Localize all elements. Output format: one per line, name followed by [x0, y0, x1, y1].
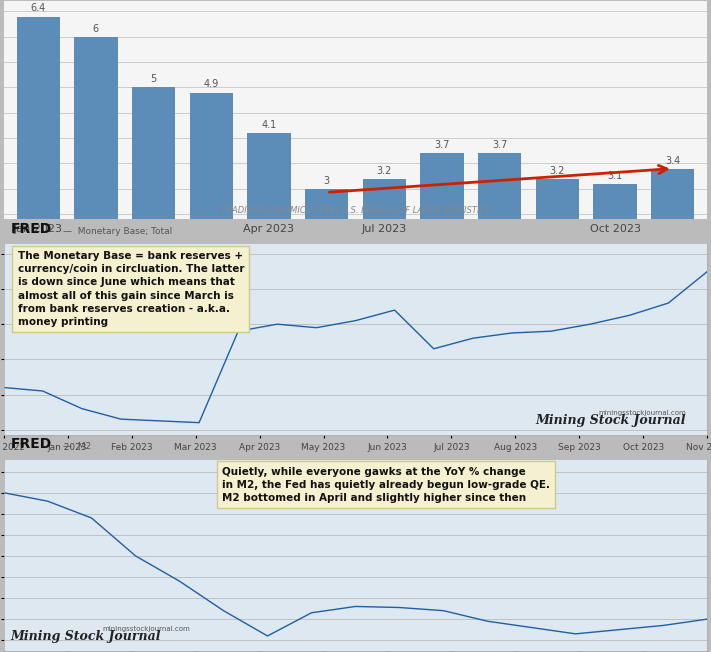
Text: Quietly, while everyone gawks at the YoY % change
in M2, the Fed has quietly alr: Quietly, while everyone gawks at the YoY…: [222, 467, 550, 503]
Text: Mining Stock Journal: Mining Stock Journal: [536, 414, 686, 427]
Text: —  M2: — M2: [63, 442, 92, 451]
Bar: [132, 87, 175, 341]
Text: miningsstockjournal.com: miningsstockjournal.com: [599, 410, 686, 416]
Text: 4.9: 4.9: [203, 80, 219, 89]
Bar: [363, 179, 406, 341]
Text: 5: 5: [151, 74, 156, 84]
Text: 4.1: 4.1: [262, 120, 277, 130]
Bar: [478, 153, 521, 341]
Bar: [247, 133, 291, 341]
Bar: [420, 153, 464, 341]
Text: FRED: FRED: [11, 222, 52, 235]
Text: 3.1: 3.1: [607, 171, 623, 181]
Text: 3.4: 3.4: [665, 155, 680, 166]
Text: 6: 6: [93, 23, 99, 34]
Bar: [536, 179, 579, 341]
Text: 3.7: 3.7: [434, 140, 450, 151]
Text: 3.2: 3.2: [377, 166, 392, 175]
Text: TRADINGECONOMICS.COM | U.S. BUREAU OF LABOR STATISTICS: TRADINGECONOMICS.COM | U.S. BUREAU OF LA…: [220, 206, 491, 215]
Text: 6.4: 6.4: [31, 3, 46, 14]
Bar: [594, 184, 637, 341]
Text: 3.7: 3.7: [492, 140, 508, 151]
Text: miningsstockjournal.com: miningsstockjournal.com: [102, 625, 190, 632]
Text: 3.2: 3.2: [550, 166, 565, 175]
Text: FRED: FRED: [11, 437, 52, 451]
Bar: [74, 37, 117, 341]
Bar: [305, 189, 348, 341]
Text: 3: 3: [324, 176, 330, 186]
Bar: [190, 93, 233, 341]
Bar: [16, 16, 60, 341]
Text: —  Monetary Base; Total: — Monetary Base; Total: [63, 227, 173, 235]
Text: The Monetary Base = bank reserves +
currency/coin in circluation. The latter
is : The Monetary Base = bank reserves + curr…: [18, 251, 244, 327]
Bar: [651, 169, 695, 341]
Text: Mining Stock Journal: Mining Stock Journal: [11, 630, 161, 643]
